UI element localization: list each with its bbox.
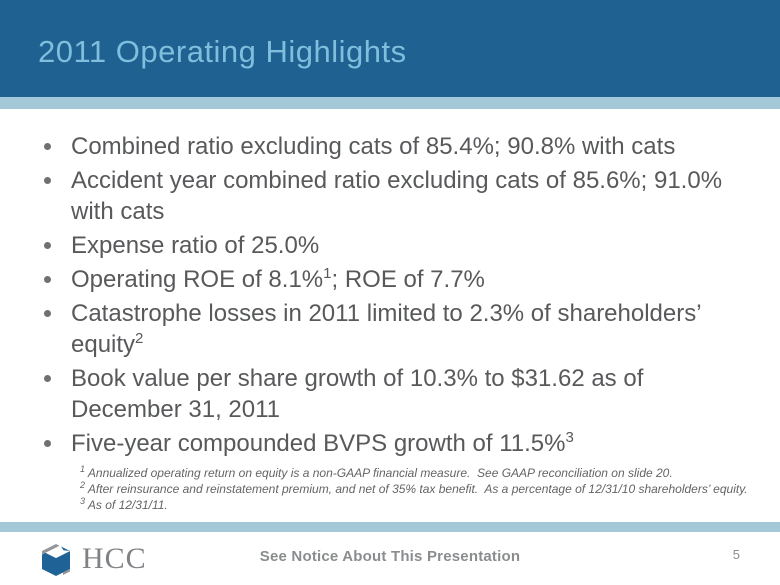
footer-notice: See Notice About This Presentation — [259, 548, 521, 565]
slide-header: 2011 Operating Highlights — [0, 0, 780, 97]
footer-accent-stripe — [0, 522, 780, 532]
bullet-text: Combined ratio excluding cats of 85.4%; … — [71, 133, 676, 160]
hcc-logo: HCC — [38, 540, 147, 578]
slide-footer: HCC See Notice About This Presentation 5 — [0, 532, 780, 585]
bullet-dot-icon — [44, 276, 51, 283]
bullet-text: Book value per share growth of 10.3% to … — [71, 365, 644, 423]
header-accent-stripe — [0, 97, 780, 109]
bullet-list: Combined ratio excluding cats of 85.4%; … — [40, 131, 780, 459]
slide-body: Combined ratio excluding cats of 85.4%; … — [0, 109, 780, 513]
footnote: 1 Annualized operating return on equity … — [80, 464, 673, 481]
bullet-dot-icon — [44, 143, 51, 150]
bullet-dot-icon — [44, 440, 51, 447]
footnote: 3 As of 12/31/11. — [80, 496, 168, 513]
logo-text: HCC — [82, 542, 147, 575]
footnote: 2 After reinsurance and reinstatement pr… — [80, 480, 748, 497]
bullet-item: Five-year compounded BVPS growth of 11.5… — [40, 428, 780, 459]
hcc-cube-logo-icon — [42, 544, 70, 576]
footnotes: 1 Annualized operating return on equity … — [80, 465, 780, 513]
page-title: 2011 Operating Highlights — [38, 33, 407, 69]
bullet-dot-icon — [44, 242, 51, 249]
bullet-text: Expense ratio of 25.0% — [71, 232, 320, 259]
bullet-text: Five-year compounded BVPS growth of 11.5… — [71, 429, 574, 457]
bullet-item: Book value per share growth of 10.3% to … — [40, 363, 780, 425]
bullet-dot-icon — [44, 177, 51, 184]
page-number: 5 — [732, 547, 740, 562]
bullet-dot-icon — [44, 375, 51, 382]
bullet-text: Catastrophe losses in 2011 limited to 2.… — [71, 300, 701, 358]
bullet-text: Accident year combined ratio excluding c… — [71, 167, 723, 225]
bullet-item: Expense ratio of 25.0% — [40, 230, 780, 261]
bullet-item: Operating ROE of 8.1%1; ROE of 7.7% — [40, 264, 780, 295]
bullet-dot-icon — [44, 310, 51, 317]
bullet-item: Combined ratio excluding cats of 85.4%; … — [40, 131, 780, 162]
bullet-item: Catastrophe losses in 2011 limited to 2.… — [40, 298, 780, 360]
bullet-text: Operating ROE of 8.1%1; ROE of 7.7% — [71, 265, 485, 293]
bullet-item: Accident year combined ratio excluding c… — [40, 165, 780, 227]
